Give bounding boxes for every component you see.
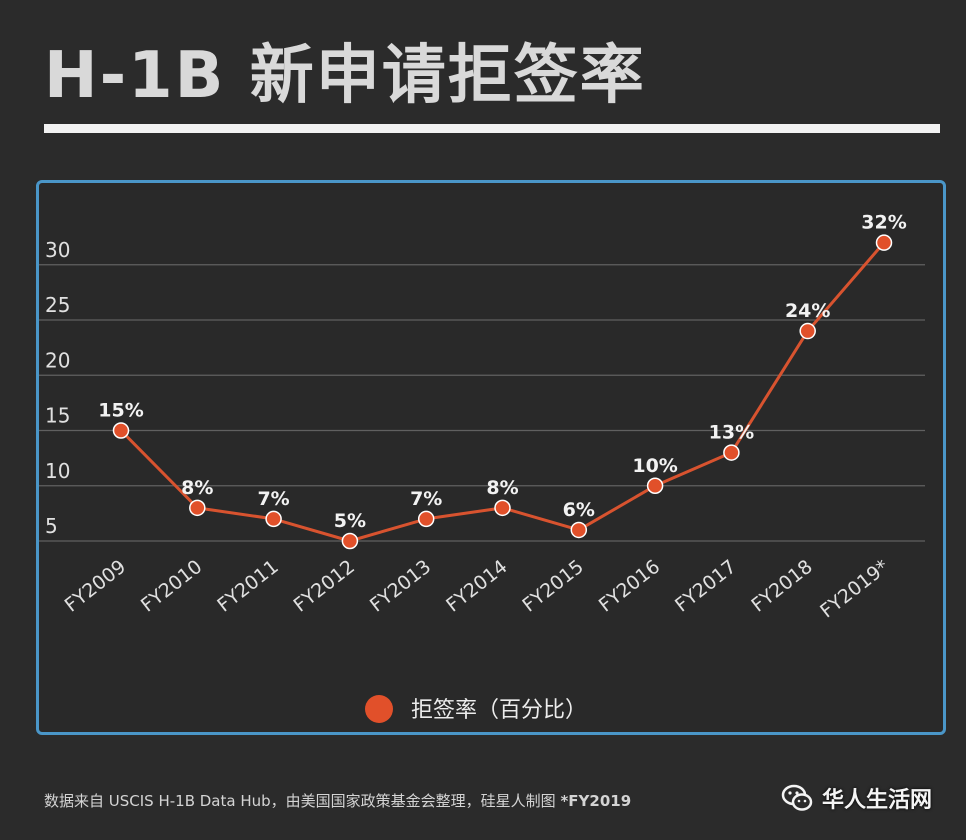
chart-panel: 5 10 15 20 25 30 FY2009 FY2010 FY2011 FY2012 FY20…	[36, 180, 946, 735]
data-point	[799, 322, 816, 340]
data-label: 8%	[181, 477, 213, 499]
data-label: 15%	[98, 400, 143, 422]
data-point	[112, 422, 130, 439]
x-tick-label: FY2009	[61, 556, 130, 617]
x-tick-label: FY2019*	[816, 556, 893, 623]
legend-marker	[365, 695, 393, 723]
watermark-text: 华人生活网	[822, 788, 933, 813]
x-tick-label: FY2013	[366, 556, 435, 617]
y-tick-label: 25	[45, 293, 70, 317]
x-tick-label: FY2016	[595, 556, 664, 617]
y-tick-label: 15	[45, 404, 70, 428]
data-point	[646, 477, 664, 494]
data-label: 8%	[486, 477, 518, 499]
data-point	[494, 499, 511, 517]
watermark: 华人生活网	[780, 778, 960, 818]
legend-label: 拒签率（百分比）	[411, 698, 587, 723]
y-tick-label: 5	[45, 514, 58, 538]
data-point	[417, 510, 435, 528]
y-tick-label: 20	[45, 348, 70, 372]
data-point	[189, 499, 206, 517]
data-point	[570, 521, 588, 539]
title-divider	[44, 124, 940, 133]
x-tick-label: FY2011	[213, 556, 282, 617]
data-label: 7%	[410, 488, 442, 510]
page-title: H-1B 新申请拒签率	[44, 39, 646, 113]
data-label: 7%	[257, 488, 289, 510]
data-point	[341, 532, 359, 550]
data-point	[723, 444, 740, 461]
wechat-icon	[781, 784, 813, 811]
data-label: 13%	[709, 422, 754, 444]
source-text: 数据来自 USCIS H-1B Data Hub，由美国国家政策基金会整理，硅星…	[44, 792, 556, 810]
data-label: 6%	[563, 499, 595, 521]
source-footnote: *FY2019	[560, 792, 632, 810]
data-label: 10%	[632, 455, 677, 477]
data-point	[875, 234, 893, 251]
data-label: 24%	[785, 300, 830, 322]
data-label: 32%	[861, 212, 906, 234]
x-tick-label: FY2018	[747, 556, 816, 617]
x-tick-label: FY2017	[671, 556, 740, 617]
source-note: 数据来自 USCIS H-1B Data Hub，由美国国家政策基金会整理，硅星…	[44, 790, 631, 811]
x-tick-label: FY2015	[518, 556, 587, 617]
data-label: 5%	[334, 510, 366, 532]
x-tick-label: FY2012	[290, 556, 359, 617]
y-tick-label: 10	[45, 459, 70, 483]
data-point	[265, 510, 282, 528]
x-tick-label: FY2010	[137, 556, 206, 617]
y-tick-label: 30	[45, 238, 70, 262]
x-tick-label: FY2014	[442, 556, 511, 617]
